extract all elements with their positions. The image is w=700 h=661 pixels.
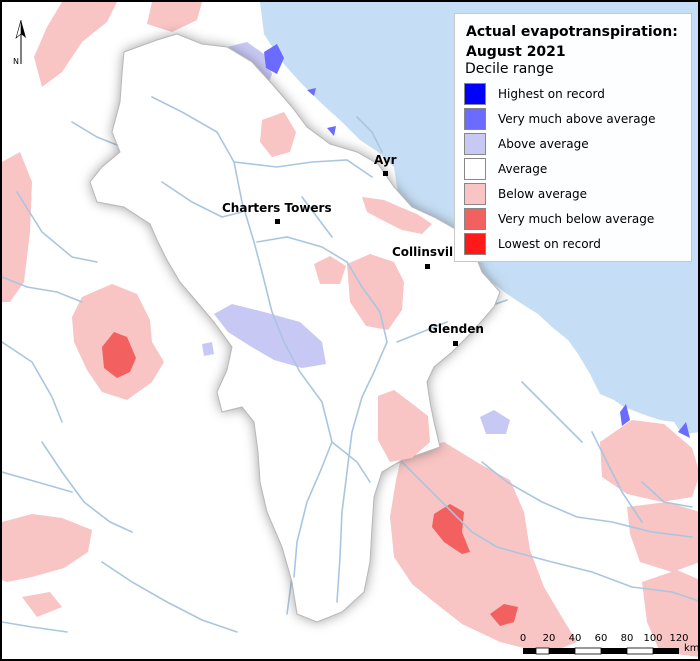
town-label-collinsville: Collinsvil: [392, 245, 454, 259]
legend-label: Highest on record: [498, 87, 605, 101]
scale-unit-label: km: [684, 643, 700, 654]
scale-tick-label: 20: [542, 633, 556, 644]
legend-swatch: [464, 158, 486, 180]
legend-subtitle: Decile range: [465, 61, 554, 77]
scale-bar: [523, 647, 679, 655]
catchment-above-average: [214, 304, 326, 368]
scale-tick-label: 120: [669, 633, 689, 644]
north-arrow-icon: [15, 19, 26, 64]
legend-title-line2: August 2021: [466, 44, 566, 60]
legend-label: Average: [498, 162, 548, 176]
town-marker-collinsville: [425, 264, 430, 269]
legend-label: Below average: [498, 187, 588, 201]
catchment-below-average: [260, 112, 432, 462]
very-much-above-average-regions: [264, 44, 690, 438]
legend-label: Lowest on record: [498, 237, 601, 251]
legend-swatch: [464, 83, 486, 105]
town-label-ayr: Ayr: [374, 153, 397, 167]
legend-swatch: [464, 208, 486, 230]
legend-title: Actual evapotranspiration: August 2021: [466, 22, 678, 62]
town-marker-charters-towers: [275, 219, 280, 224]
legend-label: Very much below average: [498, 212, 655, 226]
legend-label: Above average: [498, 137, 589, 151]
legend-title-line1: Actual evapotranspiration:: [466, 24, 678, 40]
very-much-below-average-regions: [102, 332, 518, 626]
scale-tick-label: 40: [568, 633, 582, 644]
catchment-rivers: [151, 96, 448, 603]
north-arrow-label: N: [13, 57, 19, 66]
scale-tick-label: 60: [594, 633, 608, 644]
town-marker-ayr: [383, 171, 388, 176]
legend-label: Very much above average: [498, 112, 656, 126]
legend-swatch: [464, 133, 486, 155]
scale-tick-label: 100: [643, 633, 663, 644]
legend-swatch: [464, 108, 486, 130]
map-legend: Actual evapotranspiration: August 2021 D…: [454, 13, 692, 262]
town-marker-glenden: [453, 341, 458, 346]
legend-swatch: [464, 183, 486, 205]
town-label-charters-towers: Charters Towers: [222, 201, 332, 215]
legend-swatch: [464, 233, 486, 255]
town-label-glenden: Glenden: [428, 322, 484, 336]
scale-tick-label: 0: [519, 633, 527, 644]
scale-tick-label: 80: [620, 633, 634, 644]
